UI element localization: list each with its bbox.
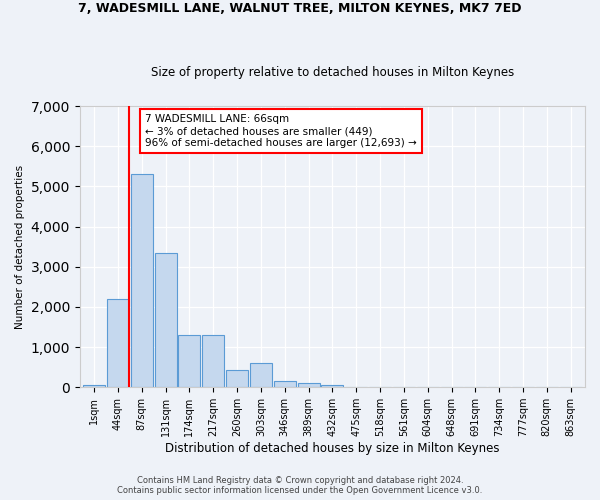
- Bar: [107, 299, 129, 387]
- Bar: [322, 385, 343, 387]
- Bar: [83, 385, 105, 387]
- Bar: [202, 335, 224, 387]
- Bar: [226, 370, 248, 387]
- Bar: [155, 252, 176, 387]
- X-axis label: Distribution of detached houses by size in Milton Keynes: Distribution of detached houses by size …: [165, 442, 500, 455]
- Bar: [178, 335, 200, 387]
- Bar: [298, 383, 320, 387]
- Bar: [131, 174, 153, 387]
- Text: Contains HM Land Registry data © Crown copyright and database right 2024.
Contai: Contains HM Land Registry data © Crown c…: [118, 476, 482, 495]
- Y-axis label: Number of detached properties: Number of detached properties: [15, 164, 25, 328]
- Title: Size of property relative to detached houses in Milton Keynes: Size of property relative to detached ho…: [151, 66, 514, 78]
- Text: 7 WADESMILL LANE: 66sqm
← 3% of detached houses are smaller (449)
96% of semi-de: 7 WADESMILL LANE: 66sqm ← 3% of detached…: [145, 114, 417, 148]
- Text: 7, WADESMILL LANE, WALNUT TREE, MILTON KEYNES, MK7 7ED: 7, WADESMILL LANE, WALNUT TREE, MILTON K…: [78, 2, 522, 16]
- Bar: [250, 363, 272, 387]
- Bar: [274, 381, 296, 387]
